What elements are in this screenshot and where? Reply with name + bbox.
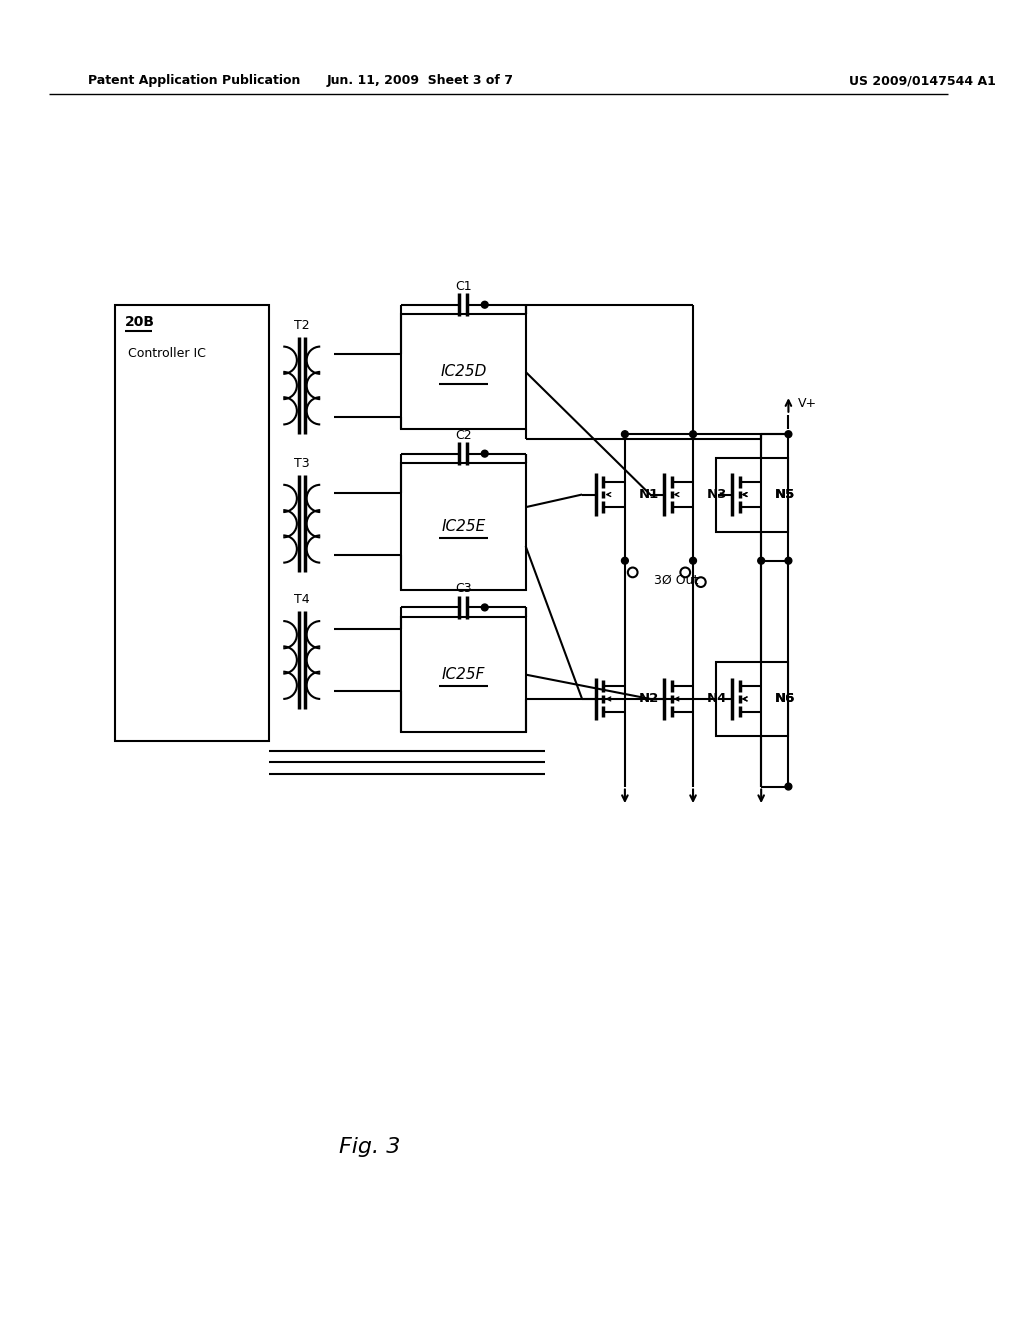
Text: Jun. 11, 2009  Sheet 3 of 7: Jun. 11, 2009 Sheet 3 of 7	[327, 74, 514, 87]
Circle shape	[689, 557, 696, 564]
Text: IC25E: IC25E	[441, 519, 485, 535]
Text: T2: T2	[294, 318, 309, 331]
Text: T4: T4	[294, 593, 309, 606]
Circle shape	[481, 301, 488, 308]
Text: N5: N5	[775, 488, 795, 502]
Bar	[401, 618, 525, 733]
Text: N5: N5	[775, 488, 795, 502]
Circle shape	[481, 450, 488, 457]
Text: C2: C2	[455, 429, 472, 442]
Text: Controller IC: Controller IC	[128, 347, 207, 360]
Text: N3: N3	[707, 488, 727, 502]
Circle shape	[622, 430, 629, 438]
Circle shape	[785, 783, 792, 789]
Circle shape	[758, 557, 765, 564]
Text: Fig. 3: Fig. 3	[339, 1137, 400, 1156]
Text: US 2009/0147544 A1: US 2009/0147544 A1	[849, 74, 995, 87]
Text: N2: N2	[639, 693, 658, 705]
Text: V+: V+	[798, 396, 817, 409]
Text: IC25D: IC25D	[440, 364, 486, 379]
Text: Patent Application Publication: Patent Application Publication	[88, 74, 300, 87]
Text: N6: N6	[775, 693, 796, 705]
Text: IC25F: IC25F	[441, 667, 485, 682]
Bar	[401, 314, 525, 429]
Circle shape	[785, 557, 792, 564]
Text: N1: N1	[639, 488, 658, 502]
Text: C1: C1	[455, 280, 472, 293]
Text: N4: N4	[707, 693, 727, 705]
Text: C3: C3	[455, 582, 472, 595]
Text: 20B: 20B	[125, 315, 155, 329]
Bar	[717, 661, 788, 737]
Bar	[115, 305, 268, 741]
Circle shape	[481, 605, 488, 611]
Bar	[401, 463, 525, 590]
Text: 3Ø Out: 3Ø Out	[654, 574, 698, 586]
Text: N6: N6	[775, 693, 796, 705]
Bar	[717, 458, 788, 532]
Text: T3: T3	[294, 457, 309, 470]
Circle shape	[622, 557, 629, 564]
Circle shape	[689, 430, 696, 438]
Circle shape	[785, 430, 792, 438]
